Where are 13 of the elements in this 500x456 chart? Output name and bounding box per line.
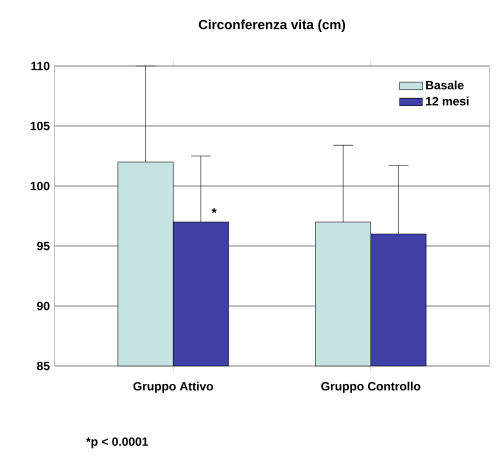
- x-tick-label: Gruppo Controllo: [321, 382, 420, 393]
- y-tick-label: 95: [37, 242, 50, 250]
- x-tick-label: Gruppo Attivo: [133, 382, 214, 393]
- y-tick-label: 85: [36, 362, 50, 370]
- y-tick-label: 105: [30, 122, 50, 130]
- y-tick-label: 110: [31, 62, 50, 70]
- y-tick-label: 90: [37, 302, 50, 310]
- y-tick-label: 100: [30, 182, 50, 190]
- legend-label: Basale: [426, 80, 464, 90]
- annotation: *: [212, 208, 217, 214]
- text: *p < 0.0001: [86, 437, 148, 448]
- chart-title: Circonferenza vita (cm): [198, 20, 346, 32]
- legend-label: 12 mesi: [426, 96, 468, 106]
